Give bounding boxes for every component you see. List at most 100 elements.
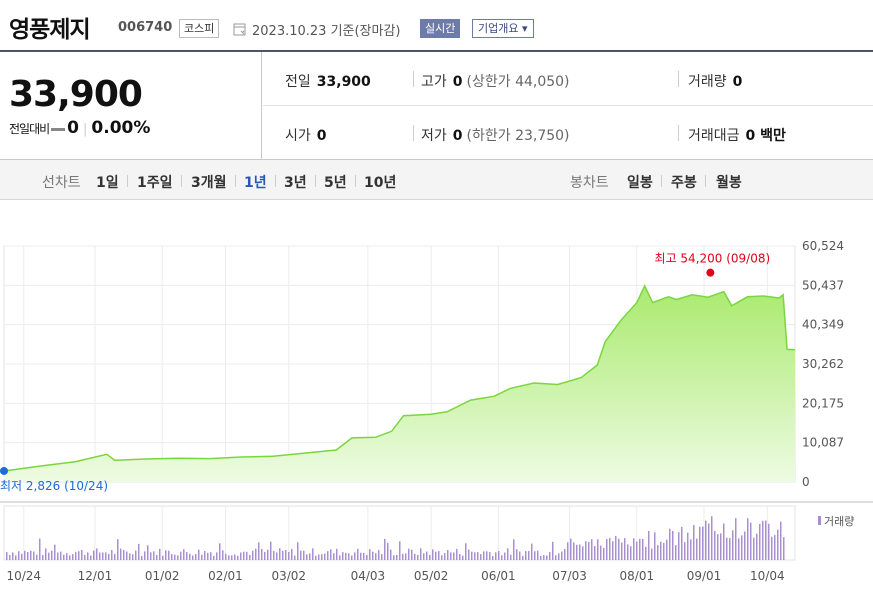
volume-bar: [255, 548, 257, 560]
volume-bar: [291, 548, 293, 560]
volume-bar: [189, 553, 191, 560]
volume-bar: [180, 551, 182, 560]
volume-bar: [411, 549, 413, 560]
volume-bar: [465, 543, 467, 560]
volume-bar: [642, 538, 644, 560]
volume-bar: [18, 551, 20, 560]
volume-bar: [24, 550, 26, 560]
price-change: 전일대비 0 | 0.00%: [9, 118, 151, 138]
volume-bar: [735, 518, 737, 560]
y-tick-label: 0: [802, 475, 810, 489]
volume-bar: [444, 552, 446, 560]
volume-bar: [207, 552, 209, 560]
volume-bar: [168, 550, 170, 560]
volume-bar: [489, 552, 491, 560]
volume-bar: [147, 545, 149, 560]
volume-bar: [372, 551, 374, 560]
volume-bar: [504, 552, 506, 560]
volume-bar: [780, 521, 782, 560]
volume-bar: [63, 554, 65, 560]
volume-bar: [231, 555, 233, 560]
volume-bar: [87, 552, 89, 560]
volume-bar: [102, 552, 104, 560]
volume-bar: [156, 554, 158, 560]
volume-bar: [594, 546, 596, 560]
volume-bar: [165, 550, 167, 560]
x-tick-label: 07/03: [552, 569, 587, 583]
volume-bar: [441, 555, 443, 560]
volume-bar: [426, 551, 428, 560]
quote-panel: 33,900 전일대비 0 | 0.00% 전일 33,900 고가 0 (상한가 44,0…: [0, 52, 873, 160]
volume-bar: [540, 555, 542, 560]
volume-bar: [729, 538, 731, 560]
volume-bar: [453, 552, 455, 560]
tab-5y[interactable]: 5년: [324, 175, 347, 191]
volume-bar: [759, 524, 761, 560]
volume-bar: [492, 555, 494, 560]
volume-bar: [384, 538, 386, 560]
volume-bar: [651, 548, 653, 560]
volume-bar: [717, 534, 719, 560]
volume-bar: [153, 551, 155, 560]
company-overview-button[interactable]: 기업개요 ▾: [472, 19, 534, 38]
volume-bar: [654, 532, 656, 560]
tab-daily-candle[interactable]: 일봉: [627, 175, 653, 191]
x-tick-label: 01/02: [145, 569, 180, 583]
volume-bar: [462, 555, 464, 560]
volume-bar: [339, 555, 341, 560]
volume-bar: [183, 549, 185, 560]
volume-bar: [615, 535, 617, 560]
volume-bar: [45, 548, 47, 560]
volume-bar: [633, 538, 635, 560]
volume-bar: [501, 555, 503, 560]
x-tick-label: 09/01: [687, 569, 722, 583]
volume-bar: [201, 554, 203, 560]
volume-bar: [669, 528, 671, 560]
volume-bar: [495, 552, 497, 560]
volume-bar: [285, 549, 287, 560]
change-label: 전일대비: [9, 122, 50, 136]
price-chart: 60,524 50,437 40,349 30,262 20,175 10,087 0 최고…: [0, 239, 873, 583]
volume-bar: [54, 544, 56, 560]
tab-1d[interactable]: 1일: [96, 175, 119, 191]
volume-bar: [459, 554, 461, 560]
realtime-button[interactable]: 실시간: [420, 19, 461, 38]
volume-bar: [309, 553, 311, 560]
volume-bar: [402, 553, 404, 560]
volume-bar: [333, 553, 335, 560]
volume-bar: [78, 551, 80, 560]
tab-weekly-candle[interactable]: 주봉: [671, 175, 697, 191]
volume-bar: [12, 552, 14, 560]
tab-3y[interactable]: 3년: [284, 175, 307, 191]
volume-bar: [561, 551, 563, 560]
volume-bar: [648, 531, 650, 560]
volume-bar: [312, 548, 314, 560]
volume-bar: [228, 555, 230, 560]
tab-monthly-candle[interactable]: 월봉: [716, 175, 742, 191]
volume-bar: [420, 548, 422, 560]
volume-bar: [315, 555, 317, 560]
tab-3m[interactable]: 3개월: [191, 175, 227, 191]
volume-bar: [354, 552, 356, 560]
volume-bar: [768, 523, 770, 560]
volume-bar: [597, 539, 599, 560]
volume-bar: [618, 538, 620, 560]
chart-tabs: 선차트 1일 1주일 3개월 1년 3년 5년 10년 봉차트 일봉 주봉 월봉: [0, 160, 873, 200]
volume-bar: [336, 548, 338, 560]
volume-bar: [498, 551, 500, 560]
volume-bar: [171, 554, 173, 560]
tab-1w[interactable]: 1주일: [137, 175, 173, 191]
volume-bar: [138, 543, 140, 560]
volume-bar: [456, 548, 458, 560]
volume-bar: [432, 549, 434, 560]
tab-10y[interactable]: 10년: [364, 175, 397, 191]
volume-bar: [234, 554, 236, 560]
volume-bar: [348, 553, 350, 560]
volume-bar: [486, 551, 488, 560]
tab-1y[interactable]: 1년: [244, 175, 267, 191]
volume-bar: [330, 549, 332, 560]
volume-bar: [93, 550, 95, 560]
date-basis: 2023.10.23 기준(장마감): [252, 24, 401, 39]
volume-bar: [747, 518, 749, 560]
volume-bar: [390, 549, 392, 560]
